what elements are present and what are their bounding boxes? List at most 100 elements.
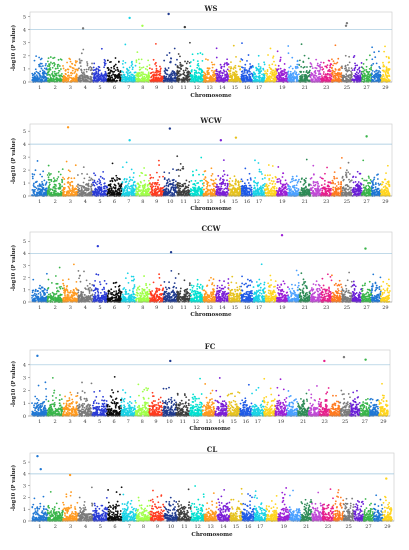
snp-point xyxy=(287,76,289,79)
snp-point xyxy=(123,187,126,190)
snp-point xyxy=(130,192,133,195)
snp-point xyxy=(49,189,51,191)
snp-point xyxy=(204,76,207,79)
snp-point xyxy=(48,68,51,71)
snp-point xyxy=(273,72,276,74)
snp-point xyxy=(63,178,66,180)
snp-point xyxy=(132,193,135,196)
snp-point xyxy=(121,62,124,65)
snp-point xyxy=(99,179,101,182)
snp-point xyxy=(143,75,146,78)
snp-point xyxy=(118,177,120,180)
snp-point xyxy=(388,79,391,82)
snp-point xyxy=(48,172,50,175)
snp-point xyxy=(133,74,136,77)
snp-point xyxy=(235,55,237,58)
snp-point xyxy=(184,69,187,72)
snp-point xyxy=(152,76,155,79)
snp-point xyxy=(212,179,215,182)
snp-point xyxy=(322,78,325,81)
snp-point xyxy=(127,70,130,72)
snp-point xyxy=(94,73,97,75)
snp-point xyxy=(306,72,309,75)
snp-point xyxy=(130,61,133,64)
snp-point xyxy=(375,69,378,72)
snp-point xyxy=(69,189,72,192)
snp-point xyxy=(262,68,265,71)
snp-point xyxy=(77,191,79,194)
snp-point xyxy=(44,79,47,82)
snp-point xyxy=(101,177,104,179)
snp-point xyxy=(191,170,194,173)
snp-point xyxy=(121,181,124,183)
snp-point xyxy=(43,67,46,70)
snp-point xyxy=(203,170,206,173)
snp-point xyxy=(206,67,209,70)
snp-point xyxy=(85,68,88,71)
snp-point xyxy=(216,76,219,79)
snp-point xyxy=(327,78,329,81)
snp-point xyxy=(210,61,213,64)
snp-point xyxy=(328,60,331,62)
snp-point xyxy=(117,182,120,185)
snp-point xyxy=(294,77,297,79)
snp-point xyxy=(89,179,92,182)
panel-frame xyxy=(29,123,393,197)
snp-point xyxy=(71,190,74,193)
snp-point xyxy=(149,174,152,176)
snp-point xyxy=(151,183,154,186)
snp-point xyxy=(300,78,302,80)
snp-point xyxy=(53,191,56,193)
snp-point xyxy=(35,181,37,184)
snp-point xyxy=(179,67,182,70)
snp-point xyxy=(201,53,204,56)
snp-point xyxy=(157,159,160,162)
snp-point xyxy=(374,75,377,78)
snp-point xyxy=(132,66,134,69)
snp-point xyxy=(97,68,100,71)
snp-point xyxy=(208,67,211,70)
snp-point xyxy=(328,70,331,73)
snp-point xyxy=(123,73,126,76)
snp-point xyxy=(86,64,89,67)
snp-point xyxy=(185,62,188,65)
snp-point xyxy=(198,173,200,176)
snp-point xyxy=(64,78,67,81)
snp-point xyxy=(109,69,112,72)
snp-point xyxy=(121,188,124,191)
y-tick-label: 4 xyxy=(23,142,26,148)
snp-point xyxy=(220,183,223,186)
snp-point xyxy=(116,66,119,69)
snp-point xyxy=(370,66,372,69)
snp-point xyxy=(302,60,305,63)
snp-point xyxy=(134,71,137,74)
snp-point xyxy=(55,187,57,190)
snp-point xyxy=(354,64,357,67)
snp-point xyxy=(273,76,276,79)
snp-point xyxy=(270,71,272,73)
snp-point xyxy=(280,72,283,75)
snp-point xyxy=(182,193,185,196)
snp-point xyxy=(103,64,106,67)
snp-point xyxy=(167,178,170,181)
snp-point xyxy=(277,64,280,67)
snp-point xyxy=(71,180,74,183)
snp-point xyxy=(192,174,194,177)
snp-point xyxy=(187,189,190,191)
snp-point xyxy=(95,67,98,70)
snp-point xyxy=(57,170,60,173)
snp-point xyxy=(54,180,56,182)
snp-point xyxy=(333,70,336,73)
snp-point xyxy=(176,73,179,76)
snp-point xyxy=(104,73,107,76)
snp-point xyxy=(306,79,309,81)
snp-point xyxy=(137,193,140,196)
snp-point xyxy=(58,75,61,78)
snp-point xyxy=(335,62,337,65)
snp-point xyxy=(341,77,344,79)
snp-point xyxy=(130,77,133,80)
snp-point xyxy=(48,181,51,184)
snp-point xyxy=(375,72,378,75)
snp-point xyxy=(215,70,218,73)
snp-point xyxy=(268,80,271,83)
